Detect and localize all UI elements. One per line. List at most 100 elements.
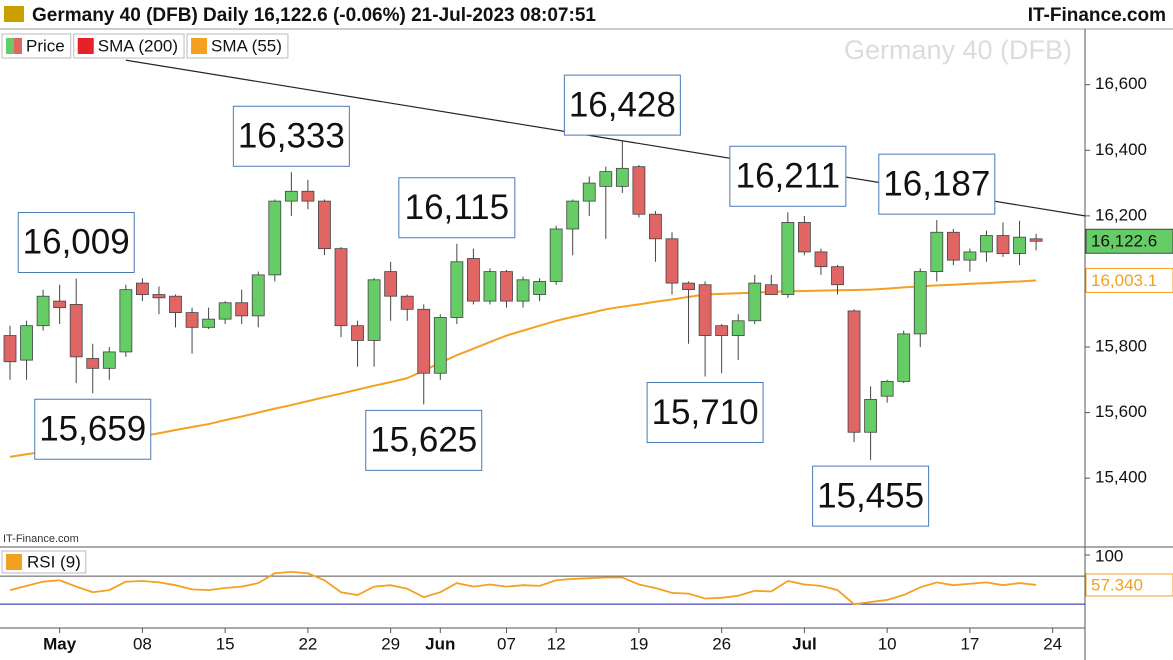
annotation-label: 16,009 [23, 223, 130, 262]
candle-body [698, 284, 712, 336]
candle-body [235, 302, 249, 317]
candle-body [318, 200, 331, 250]
x-tick-label: 15 [216, 634, 235, 653]
annotation-box [398, 177, 516, 239]
price-tag [1085, 267, 1173, 293]
annotation-label: 16,187 [883, 164, 990, 203]
rsi-legend-frame [1, 550, 87, 574]
candle-body [135, 282, 149, 295]
candle-body [549, 228, 563, 282]
legend-item: SMA (200) [73, 33, 185, 59]
legend-swatch [191, 38, 208, 54]
candle-body [599, 171, 613, 187]
sma-line [9, 279, 1037, 458]
candle-body [715, 325, 729, 336]
candle-body [218, 302, 232, 320]
x-tick-label: 26 [712, 634, 731, 653]
candle-body [831, 266, 844, 286]
header-brand: IT-Finance.com [1028, 5, 1166, 26]
candle-body [433, 317, 447, 374]
annotation-label: 15,625 [370, 421, 477, 460]
plot-area: 16,009 16,333 16,115 16,428 16,211 16,187 15,6… [3, 59, 1086, 527]
candle-body [483, 271, 497, 302]
legend-swatch [6, 554, 22, 570]
annotation-box [812, 465, 930, 527]
annotation-box [365, 409, 483, 471]
annotation-box [34, 398, 152, 460]
candle-body [731, 320, 745, 336]
candle-body [500, 271, 513, 302]
candle-body [682, 282, 695, 291]
legend-label: SMA (200) [98, 36, 178, 55]
x-tick-label: Jul [792, 634, 817, 653]
annotation-label: 15,455 [817, 476, 924, 515]
candle-body [301, 190, 315, 202]
candle-body [202, 318, 216, 328]
watermark: Germany 40 (DFB) [844, 35, 1072, 65]
legend-swatch [6, 38, 14, 54]
x-tick-label: 29 [381, 634, 400, 653]
header-title: Germany 40 (DFB) Daily 16,122.6 (-0.06%)… [32, 5, 596, 26]
candle-body [996, 235, 1010, 254]
candle-body [152, 294, 166, 299]
candle-body [251, 274, 265, 317]
annotation-label: 15,710 [652, 393, 759, 432]
candle-body [963, 251, 977, 261]
candle-body [516, 279, 530, 302]
annotation-label: 16,333 [238, 117, 345, 156]
candle-body [3, 335, 17, 363]
candle-body [748, 282, 762, 322]
candle-body [53, 300, 67, 309]
x-tick-label: 07 [497, 634, 516, 653]
rsi-tag [1085, 573, 1173, 597]
x-tick-label: 17 [960, 634, 979, 653]
legend-swatch [14, 38, 22, 54]
candle-body [913, 271, 927, 335]
candle-body [582, 182, 596, 202]
annotation-box [232, 105, 350, 167]
x-tick-label: 10 [878, 634, 897, 653]
annotation-box [878, 153, 996, 215]
candle-body [880, 381, 894, 397]
candle-body [36, 295, 50, 327]
candle-body [1013, 236, 1026, 254]
candle-body [566, 200, 580, 230]
candle-body [665, 238, 679, 284]
candle-body [86, 358, 100, 369]
x-tick-label: 12 [547, 634, 566, 653]
candle-body [185, 312, 199, 328]
rsi-tick-label: 100 [1095, 547, 1123, 566]
price-tag-label: 16,003.1 [1091, 271, 1157, 290]
price-tag-label: 16,122.6 [1091, 232, 1157, 251]
y-tick-label: 16,200 [1095, 205, 1147, 224]
legend-label: Price [26, 36, 65, 55]
legend-item: SMA (55) [186, 33, 289, 59]
candle-body [334, 248, 348, 327]
candle-body [897, 333, 911, 382]
annotation-label: 16,428 [569, 85, 676, 124]
legend-swatch [77, 38, 94, 54]
rsi-tag-label: 57.340 [1091, 575, 1143, 594]
y-tick-label: 15,800 [1095, 336, 1147, 355]
candle-body [864, 399, 877, 433]
x-tick-label: 08 [133, 634, 152, 653]
legend-item: Price [1, 33, 72, 59]
legend-label: SMA (55) [211, 36, 282, 55]
candle-body [946, 231, 960, 261]
candle-body [69, 303, 83, 358]
y-tick-label: 15,400 [1095, 468, 1147, 487]
candle-body [367, 279, 381, 341]
annotation-box [729, 145, 847, 207]
y-tick-label: 15,600 [1095, 402, 1147, 421]
y-tick-label: 16,400 [1095, 140, 1147, 159]
x-tick-label: 22 [298, 634, 317, 653]
candle-body [1029, 238, 1043, 242]
candle-body [169, 295, 182, 313]
x-tick-label: 19 [629, 634, 648, 653]
annotation-box [17, 211, 135, 273]
candle-body [649, 213, 662, 240]
annotation-label: 16,211 [736, 157, 840, 196]
candle-body [632, 166, 646, 215]
candle-body [384, 271, 398, 297]
